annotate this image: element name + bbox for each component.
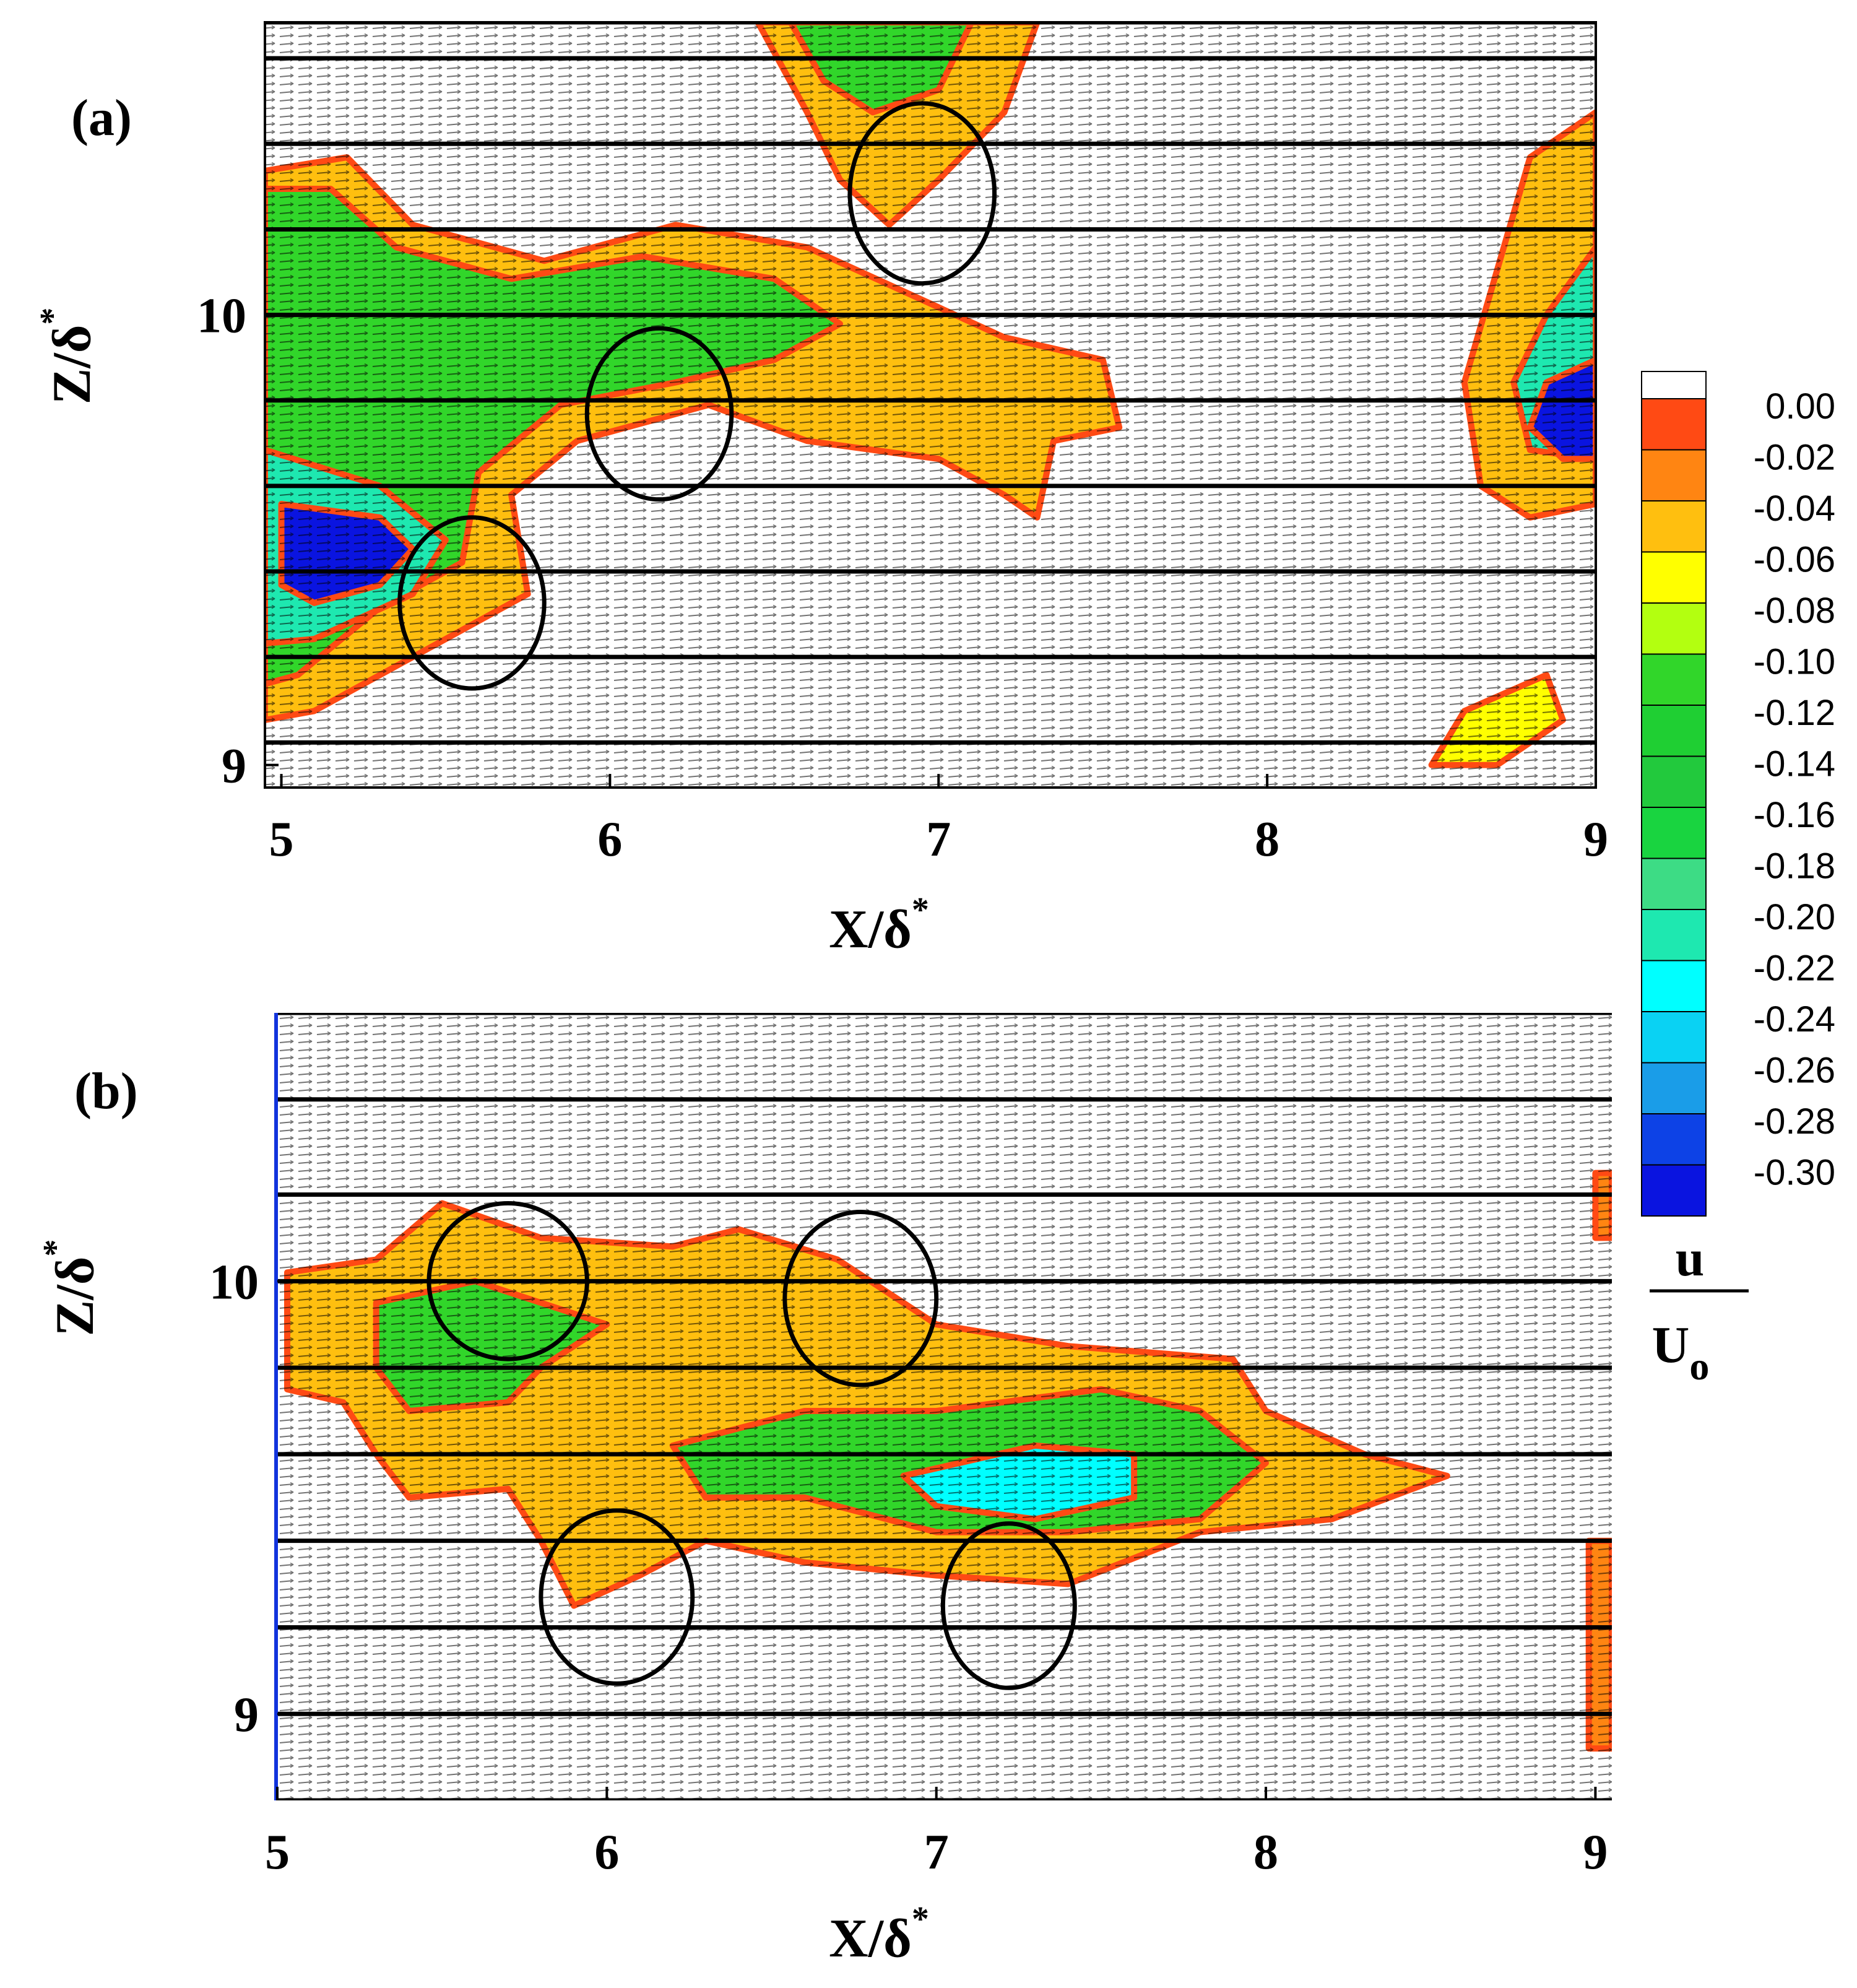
panel-b-x-axis-sup: * xyxy=(912,1900,929,1938)
panel-a-x-tick-label-4: 9 xyxy=(1583,812,1608,867)
panel-a-frame xyxy=(264,21,1597,789)
panel-b-vector-field xyxy=(277,1013,1612,1800)
colorbar-swatches xyxy=(1641,398,1707,1217)
panel-a-x-axis-text: X/δ xyxy=(829,900,912,960)
panel-b-x-ticks: 5 6 7 8 9 xyxy=(265,1787,1608,1880)
colorbar-swatch-5 xyxy=(1641,653,1707,706)
panel-a-y-axis-title: Z/δ* xyxy=(33,308,102,405)
panel-b-y-axis-text: Z/δ xyxy=(45,1257,105,1337)
panel-a-vector-field xyxy=(265,22,1596,788)
colorbar-label-4: -0.08 xyxy=(1754,591,1835,631)
panel-b-y-axis-sup: * xyxy=(37,1239,75,1257)
panel-a-label: (a) xyxy=(71,89,132,147)
colorbar-label-2: -0.04 xyxy=(1754,488,1835,529)
panel-b-vortex-circle-3 xyxy=(940,1521,1077,1690)
panel-b-label: (b) xyxy=(74,1062,138,1120)
panel-a-y-tick-label-0: 9 xyxy=(222,739,246,794)
panel-a-vortex-circle-2 xyxy=(397,515,547,691)
colorbar-swatch-11 xyxy=(1641,960,1707,1012)
panel-b-y-tick-label-1: 10 xyxy=(209,1255,259,1309)
colorbar-label-10: -0.20 xyxy=(1754,897,1835,937)
colorbar-swatch-6 xyxy=(1641,705,1707,757)
colorbar-label-13: -0.26 xyxy=(1754,1051,1835,1091)
colorbar-swatch-1 xyxy=(1641,449,1707,501)
panel-a-y-ticks: 9 10 xyxy=(197,289,279,794)
colorbar-label-11: -0.22 xyxy=(1754,948,1835,989)
panel-a-y-axis-sup: * xyxy=(33,308,72,325)
colorbar-swatch-13 xyxy=(1641,1062,1707,1114)
colorbar-title-denominator-sub: o xyxy=(1689,1344,1709,1388)
colorbar-swatch-12 xyxy=(1641,1011,1707,1064)
colorbar-label-1: -0.02 xyxy=(1754,438,1835,478)
colorbar-label-5: -0.10 xyxy=(1754,642,1835,682)
panel-b-y-ticks: 9 10 xyxy=(209,1255,291,1742)
panel-a-vortex-circles xyxy=(397,101,997,691)
panel-a-x-tick-label-0: 5 xyxy=(269,812,294,867)
panel-b-plot-area xyxy=(277,1013,1612,1800)
panel-a-plot-area xyxy=(265,22,1596,788)
colorbar-title-denominator: Uo xyxy=(1652,1316,1710,1388)
colorbar-label-14: -0.28 xyxy=(1754,1101,1835,1142)
panel-a-x-axis-title: X/δ* xyxy=(829,891,929,960)
panel-b-x-axis-title: X/δ* xyxy=(829,1900,929,1969)
panel-a-x-tick-label-3: 8 xyxy=(1255,812,1279,867)
panel-a-x-axis-sup: * xyxy=(912,891,929,929)
colorbar-label-8: -0.16 xyxy=(1754,795,1835,835)
panel-b-x-tick-label-1: 6 xyxy=(594,1825,619,1880)
colorbar-swatch-0 xyxy=(1641,398,1707,451)
panel-a-horizontal-lines xyxy=(265,22,1596,745)
colorbar-labels: 0.00 -0.02 -0.04 -0.06 -0.08 -0.10 -0.12 -0.14 -… xyxy=(1754,386,1835,1193)
colorbar-label-7: -0.14 xyxy=(1754,744,1835,784)
colorbar-swatch-14 xyxy=(1641,1113,1707,1166)
colorbar-swatch-3 xyxy=(1641,551,1707,604)
panel-b-vortex-circle-2 xyxy=(539,1508,695,1686)
panel-a-x-tick-label-1: 6 xyxy=(597,812,622,867)
panel-b-y-axis-title: Z/δ* xyxy=(37,1239,105,1337)
colorbar-label-12: -0.24 xyxy=(1754,999,1835,1040)
panel-b-x-axis-text: X/δ xyxy=(829,1909,912,1969)
colorbar-swatch-9 xyxy=(1641,857,1707,910)
colorbar-swatch-4 xyxy=(1641,602,1707,655)
colorbar-swatch-8 xyxy=(1641,807,1707,859)
panel-b-horizontal-lines xyxy=(277,1013,1612,1800)
panel-a-y-tick-label-1: 10 xyxy=(197,289,246,344)
panel-a-x-ticks: 5 6 7 8 9 xyxy=(269,774,1608,867)
panel-a-vortex-circle-1 xyxy=(584,326,734,502)
panel-b-x-tick-label-2: 7 xyxy=(924,1825,949,1880)
panel-b-vortex-circle-1 xyxy=(782,1209,939,1387)
colorbar-swatch-2 xyxy=(1641,500,1707,553)
panel-b-vortex-circles xyxy=(426,1201,1077,1690)
colorbar-title-numerator: u xyxy=(1676,1230,1705,1287)
colorbar-white-cap xyxy=(1641,371,1707,399)
panel-b-x-tick-label-3: 8 xyxy=(1253,1825,1278,1880)
panel-b-x-tick-label-4: 9 xyxy=(1583,1825,1608,1880)
colorbar-label-15: -0.30 xyxy=(1754,1153,1835,1193)
colorbar-title-denominator-text: U xyxy=(1652,1316,1690,1374)
colorbar-label-9: -0.18 xyxy=(1754,846,1835,887)
panel-b-vortex-circle-0 xyxy=(426,1201,589,1361)
panel-a-x-tick-label-2: 7 xyxy=(926,812,951,867)
colorbar-label-0: 0.00 xyxy=(1765,386,1835,427)
colorbar-swatch-10 xyxy=(1641,909,1707,961)
colorbar-swatch-7 xyxy=(1641,755,1707,808)
colorbar-swatch-15 xyxy=(1641,1164,1707,1217)
panel-a-vortex-circle-0 xyxy=(847,101,997,286)
panel-a-y-axis-text: Z/δ xyxy=(42,325,102,405)
panel-b-x-tick-label-0: 5 xyxy=(265,1825,290,1880)
panel-b-y-tick-label-0: 9 xyxy=(234,1688,259,1742)
colorbar-label-3: -0.06 xyxy=(1754,540,1835,580)
colorbar: 0.00 -0.02 -0.04 -0.06 -0.08 -0.10 -0.12 -0.14 -… xyxy=(1641,371,1835,1388)
colorbar-label-6: -0.12 xyxy=(1754,693,1835,733)
